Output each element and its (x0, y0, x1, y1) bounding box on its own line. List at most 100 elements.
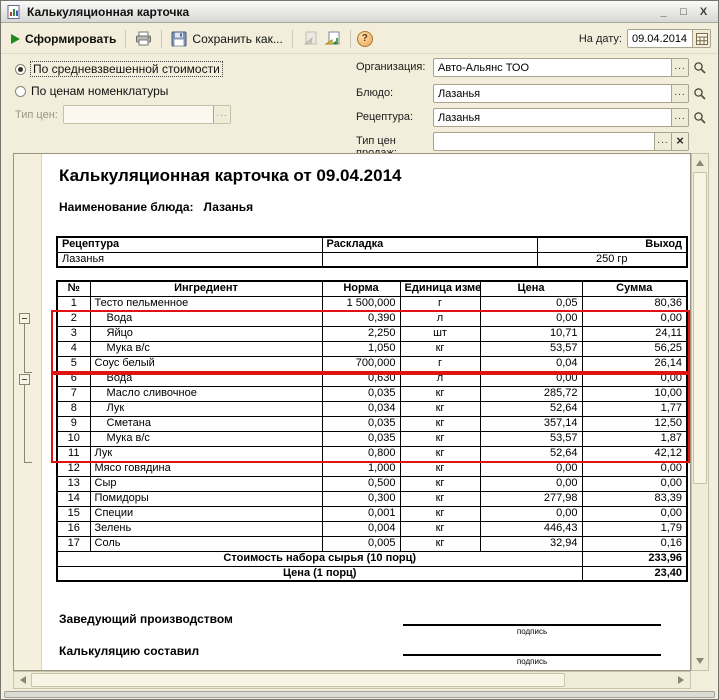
price-type-row: Тип цен: ... (15, 105, 231, 124)
scroll-down-button[interactable] (692, 654, 708, 668)
restore-values-button[interactable] (299, 29, 321, 49)
cell: 285,72 (479, 385, 583, 402)
cell: 0,04 (479, 355, 583, 372)
table-row: 6 Вода 0,630 л 0,00 0,00 (56, 370, 688, 387)
printer-icon (136, 31, 152, 46)
organization-open-button[interactable] (691, 58, 709, 77)
cell: шт (399, 325, 481, 342)
document-title: Калькуляционная карточка от 09.04.2014 (59, 166, 402, 185)
cell: Вода (89, 310, 323, 327)
table-row: 2 Вода 0,390 л 0,00 0,00 (56, 310, 688, 327)
cell: 0,00 (479, 310, 583, 327)
cell: 1,000 (321, 460, 401, 477)
cell: Специи (89, 505, 323, 522)
organization-input[interactable] (434, 59, 671, 76)
load-values-button[interactable] (321, 29, 344, 49)
sale-price-type-input[interactable] (434, 133, 654, 150)
recipe-table: Рецептура Раскладка Выход Лазанья 250 гр (56, 236, 688, 268)
scroll-up-button[interactable] (692, 156, 708, 170)
dish-open-button[interactable] (691, 84, 709, 103)
calendar-button[interactable] (692, 30, 710, 47)
recipe-row: Рецептура: ... (356, 108, 709, 127)
cell: 4 (56, 340, 91, 357)
cell: 26,14 (581, 355, 688, 372)
cell: 5 (56, 355, 91, 372)
date-input[interactable] (628, 32, 692, 45)
cell: 0,005 (321, 535, 401, 552)
cell: 17 (56, 535, 91, 552)
cell: 0,035 (321, 415, 401, 432)
sale-price-type-ellipsis-button[interactable]: ... (654, 133, 671, 150)
toolbar-separator (349, 29, 351, 48)
dish-ellipsis-button[interactable]: ... (671, 85, 688, 102)
generate-button[interactable]: Сформировать (8, 30, 119, 48)
table-row: 14 Помидоры 0,300 кг 277,98 83,39 (56, 490, 688, 507)
table-row: 15 Специи 0,001 кг 0,00 0,00 (56, 505, 688, 522)
cell: 6 (56, 370, 91, 387)
maximize-button[interactable]: □ (680, 5, 687, 18)
cell: Мука в/с (89, 340, 323, 357)
scroll-left-button[interactable] (16, 672, 30, 688)
cell: 1,050 (321, 340, 401, 357)
cell: 12,50 (581, 415, 688, 432)
dish-field: ... (433, 84, 689, 103)
cell: 0,001 (321, 505, 401, 522)
group-collapse-button-2[interactable] (19, 374, 30, 385)
radio-icon (15, 85, 26, 97)
help-button[interactable]: ? (356, 30, 373, 47)
vertical-scrollbar[interactable] (691, 153, 709, 671)
cell: 0,00 (581, 460, 688, 477)
vertical-scroll-thumb[interactable] (693, 172, 707, 484)
recipe-ellipsis-button[interactable]: ... (671, 109, 688, 126)
close-button[interactable]: X (699, 5, 708, 18)
recipe-data-row: Лазанья 250 гр (56, 251, 688, 268)
cell: кг (399, 535, 481, 552)
table-row: 7 Масло сливочное 0,035 кг 285,72 10,00 (56, 385, 688, 402)
radio-selected-icon (15, 63, 26, 75)
cell: 1,77 (581, 400, 688, 417)
table-row: 5 Соус белый 700,000 г 0,04 26,14 (56, 355, 688, 372)
scroll-right-button[interactable] (674, 672, 688, 688)
sale-price-type-clear-button[interactable]: × (671, 133, 688, 150)
col-recipe: Рецептура (56, 236, 323, 253)
group-collapse-button-1[interactable] (19, 313, 30, 324)
radio-nomenclature-prices[interactable]: По ценам номенклатуры (15, 84, 168, 98)
sign2-line (403, 654, 661, 656)
cell: 0,035 (321, 430, 401, 447)
minimize-button[interactable]: _ (660, 5, 667, 18)
dish-caption: Наименование блюда: (59, 200, 194, 214)
save-as-button[interactable]: Сохранить как... (168, 29, 285, 49)
cell: 0,00 (581, 370, 688, 387)
cell: 0,390 (321, 310, 401, 327)
organization-ellipsis-button[interactable]: ... (671, 59, 688, 76)
horizontal-scroll-thumb[interactable] (31, 673, 565, 687)
total-label: Стоимость набора сырья (10 порц) (56, 550, 583, 567)
print-button[interactable] (132, 29, 155, 48)
recipe-open-button[interactable] (691, 108, 709, 127)
cell: 15 (56, 505, 91, 522)
cell: 0,00 (479, 475, 583, 492)
dish-name-line: Наименование блюда: Лазанья (59, 200, 263, 214)
total-row: Цена (1 порц) 23,40 (56, 565, 688, 582)
cell: 13 (56, 475, 91, 492)
total-value: 233,96 (581, 550, 688, 567)
horizontal-scrollbar[interactable] (13, 671, 691, 689)
cell: 1 (56, 295, 91, 312)
cell: 10,71 (479, 325, 583, 342)
floppy-icon (171, 31, 187, 46)
cell: 53,57 (479, 340, 583, 357)
col-unit: Единица измерения (399, 280, 481, 297)
cell: 0,00 (479, 505, 583, 522)
ingredients-table: № Ингредиент Норма Единица измерения Цен… (56, 280, 688, 582)
cell: Зелень (89, 520, 323, 537)
cell: 8 (56, 400, 91, 417)
cell: 42,12 (581, 445, 688, 462)
radio-weighted-cost[interactable]: По средневзвешенной стоимости (15, 61, 223, 77)
table-row: 17 Соль 0,005 кг 32,94 0,16 (56, 535, 688, 552)
cell: Помидоры (89, 490, 323, 507)
dish-input[interactable] (434, 85, 671, 102)
toolbar-separator (125, 29, 127, 48)
recipe-input[interactable] (434, 109, 671, 126)
col-norm: Норма (321, 280, 401, 297)
title-bar[interactable]: Калькуляционная карточка _ □ X (1, 1, 718, 23)
